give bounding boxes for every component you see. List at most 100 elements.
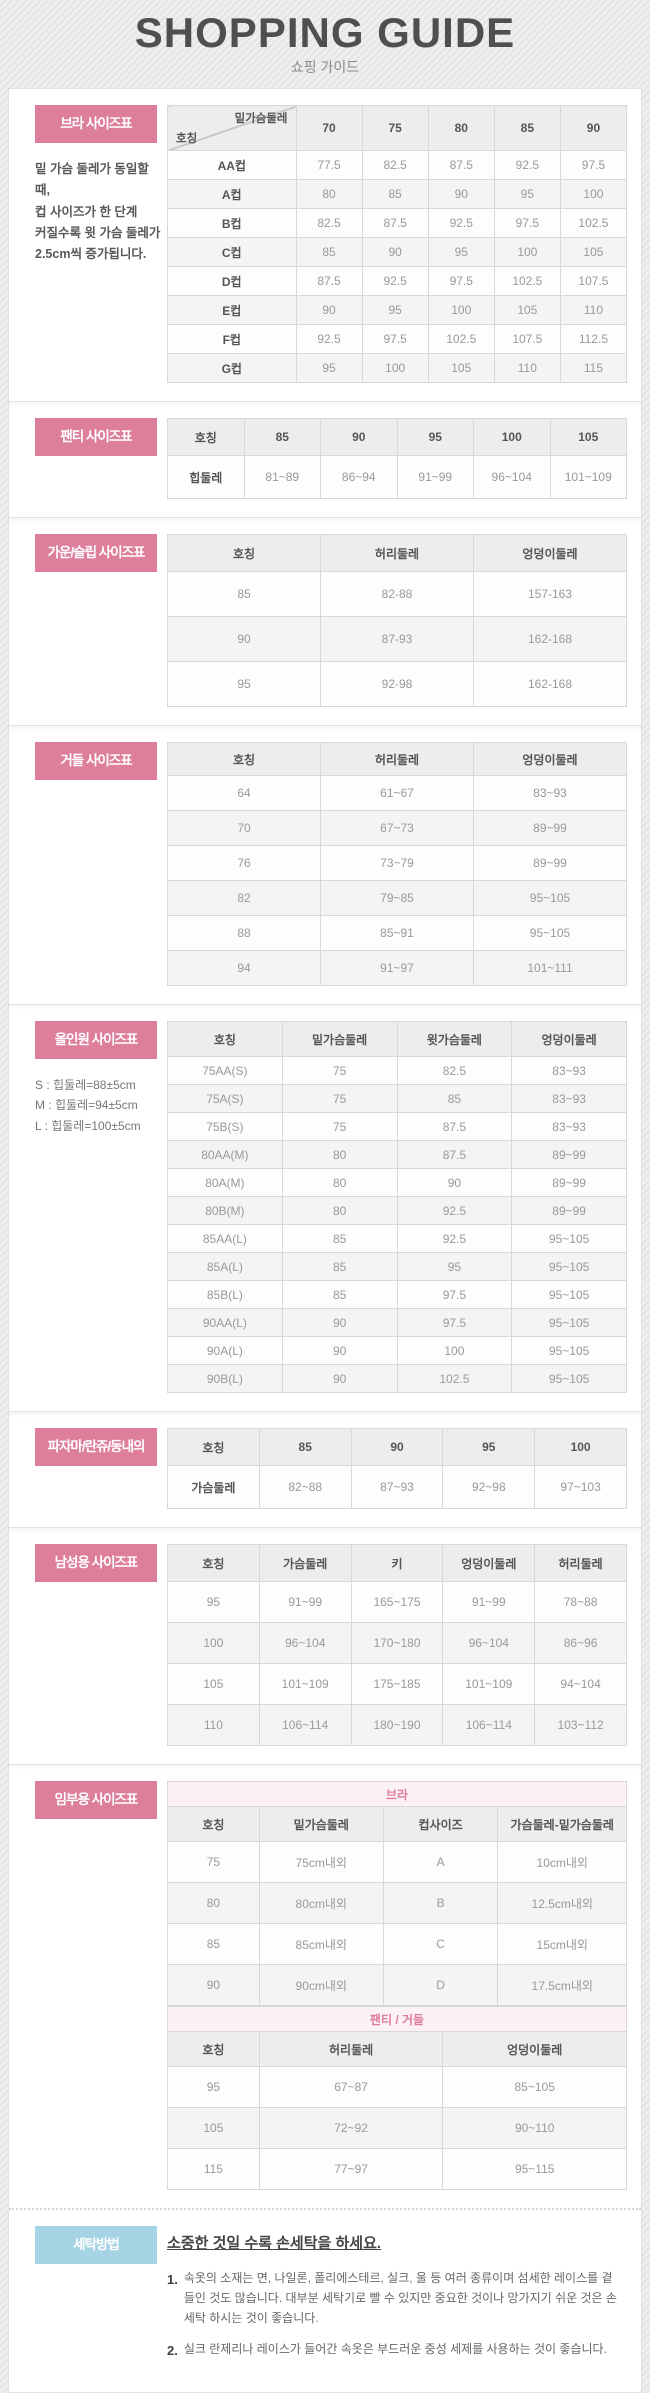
column-header: 90 [559,105,628,151]
table-banner: 팬티 / 거들 [167,2006,627,2032]
table-row: 70 67~73 89~99 [167,810,627,846]
table-cell: 64 [167,775,321,811]
table-cell: 85~91 [320,915,474,951]
table-row: 80B(M) 80 92.5 89~99 [167,1196,627,1225]
table-cell: 105 [493,295,561,325]
table-cell: 100 [493,237,561,267]
table-cell: 77~97 [258,2148,444,2190]
table-cell: 85A(L) [167,1252,283,1281]
table-cell: 95~105 [511,1280,627,1309]
table-cell: 95~105 [511,1336,627,1365]
table-cell: 91~97 [320,950,474,986]
table-cell: 75 [281,1112,398,1141]
table-cell: 102.5 [559,208,628,238]
table-cell: C [382,1923,499,1965]
table-cell: 162-168 [473,661,627,707]
table-cell: 86~96 [534,1622,627,1664]
table-cell: 95 [167,661,321,707]
section-gown-slip-size: 가운/슬립 사이즈표 호칭 허리둘레 엉덩이둘레 85 82-88 157-163 90 87… [9,517,641,725]
diag-bottom-label: 호칭 [176,133,198,145]
table-cell: 87.5 [396,1140,513,1169]
table-row: 90B(L) 90 102.5 95~105 [167,1364,627,1393]
table-cell: 90 [281,1336,398,1365]
table-cell: 165~175 [350,1581,444,1623]
column-header: 엉덩이둘레 [473,742,627,776]
table-cell: 61~67 [320,775,474,811]
table-cell: 92~98 [442,1465,536,1509]
table-cell: A [382,1841,499,1883]
table-row: A컵 80 85 90 95 100 [167,179,628,209]
table-cell: 100 [167,1622,260,1664]
table-cell: 80 [281,1140,398,1169]
bra-size-note: 밑 가슴 둘레가 동일할 때, 컵 사이즈가 한 단계 커질수록 윗 가슴 둘레… [35,162,161,261]
column-header: 95 [396,418,474,456]
size-table: 팬티 / 거들 호칭 허리둘레 엉덩이둘레 95 67~87 85~105 105 72~92 9… [167,2006,627,2190]
table-row: 85AA(L) 85 92.5 95~105 [167,1224,627,1253]
table-cell: 89~99 [511,1168,627,1197]
table-row: 85B(L) 85 97.5 95~105 [167,1280,627,1309]
section-label-pajama: 파자마/란쥬/동내의 [35,1428,157,1466]
table-row: 90 87-93 162-168 [167,616,627,662]
section-panty-size: 팬티 사이즈표 호칭 85 90 95 100 105 힙둘레 81~89 86~94 91~99… [9,401,641,517]
table-cell: 95 [396,1252,513,1281]
row-header-cell: B컵 [167,208,297,238]
table-row: 76 73~79 89~99 [167,845,627,881]
column-header: 허리둘레 [320,742,474,776]
section-girdle-size: 거들 사이즈표 호칭 허리둘레 엉덩이둘레 64 61~67 83~93 70 67~73 89… [9,725,641,1004]
table-row: E컵 90 95 100 105 110 [167,295,628,325]
row-header-cell: D컵 [167,266,297,296]
table-cell: 102.5 [493,266,561,296]
page-title: SHOPPING GUIDE [134,9,516,56]
size-table: 호칭 85 90 95 100 가슴둘레 82~88 87~93 92~98 97~103 [167,1428,627,1509]
table-cell: 100 [559,179,628,209]
washing-title: 소중한 것일 수록 손세탁을 하세요. [167,2235,382,2252]
column-header: 90 [350,1428,444,1466]
table-cell: 87-93 [320,616,474,662]
table-cell: 95~105 [511,1364,627,1393]
section-pajama-size: 파자마/란쥬/동내의 호칭 85 90 95 100 가슴둘레 82~88 87~93 92~9… [9,1411,641,1527]
column-header: 가슴둘레 [258,1544,352,1582]
column-header: 엉덩이둘레 [442,1544,536,1582]
table-cell: 85 [295,237,363,267]
column-header: 호칭 [167,418,245,456]
table-cell: 80 [295,179,363,209]
maternity-panty-girdle-size-table: 팬티 / 거들 호칭 허리둘레 엉덩이둘레 95 67~87 85~105 105 72~92 9… [167,2006,627,2190]
column-header: 70 [295,105,363,151]
table-cell: 95 [167,2066,260,2108]
column-header: 엉덩이둘레 [442,2031,627,2067]
table-cell: 157-163 [473,571,627,617]
table-cell: 94 [167,950,321,986]
column-header: 100 [534,1428,627,1466]
table-cell: 76 [167,845,321,881]
column-header: 호칭 [167,534,321,572]
table-cell: 82.5 [361,150,429,180]
table-cell: 170~180 [350,1622,444,1664]
table-cell: 10cm내외 [497,1841,627,1883]
column-header: 105 [549,418,627,456]
table-row: 88 85~91 95~105 [167,915,627,951]
table-cell: 90 [396,1168,513,1197]
wash-instruction-text: 실크 란제리나 레이스가 들어간 속옷은 부드러운 중성 세제를 사용하는 것이… [183,2342,607,2357]
table-cell: 97.5 [427,266,495,296]
table-cell: 90~110 [442,2107,627,2149]
column-header: 허리둘레 [320,534,474,572]
table-cell: 94~104 [534,1663,627,1705]
section-men-size: 남성용 사이즈표 호칭 가슴둘레 키 엉덩이둘레 허리둘레 95 91~99 165~175 9… [9,1527,641,1764]
table-banner: 브라 [167,1781,627,1807]
table-row: 80 80cm내외 B 12.5cm내외 [167,1882,627,1924]
table-row: 85 85cm내외 C 15cm내외 [167,1923,627,1965]
table-cell: 89~99 [511,1196,627,1225]
table-cell: 110 [167,1704,260,1746]
table-cell: 78~88 [534,1581,627,1623]
table-row: 75A(S) 75 85 83~93 [167,1084,627,1113]
section-washing-method: 세탁방법 소중한 것일 수록 손세탁을 하세요. 1. 속옷의 소재는 면, 나일… [9,2208,641,2392]
table-row: 90A(L) 90 100 95~105 [167,1336,627,1365]
table-cell: 75AA(S) [167,1056,283,1085]
table-cell: 77.5 [295,150,363,180]
table-cell: 75 [167,1841,260,1883]
table-row: D컵 87.5 92.5 97.5 102.5 107.5 [167,266,628,296]
table-row: 90 90cm내외 D 17.5cm내외 [167,1964,627,2006]
wash-instruction-number: 1. [167,2272,178,2287]
table-row: 가슴둘레 82~88 87~93 92~98 97~103 [167,1465,627,1509]
column-header: 가슴둘레-밑가슴둘레 [497,1806,627,1842]
